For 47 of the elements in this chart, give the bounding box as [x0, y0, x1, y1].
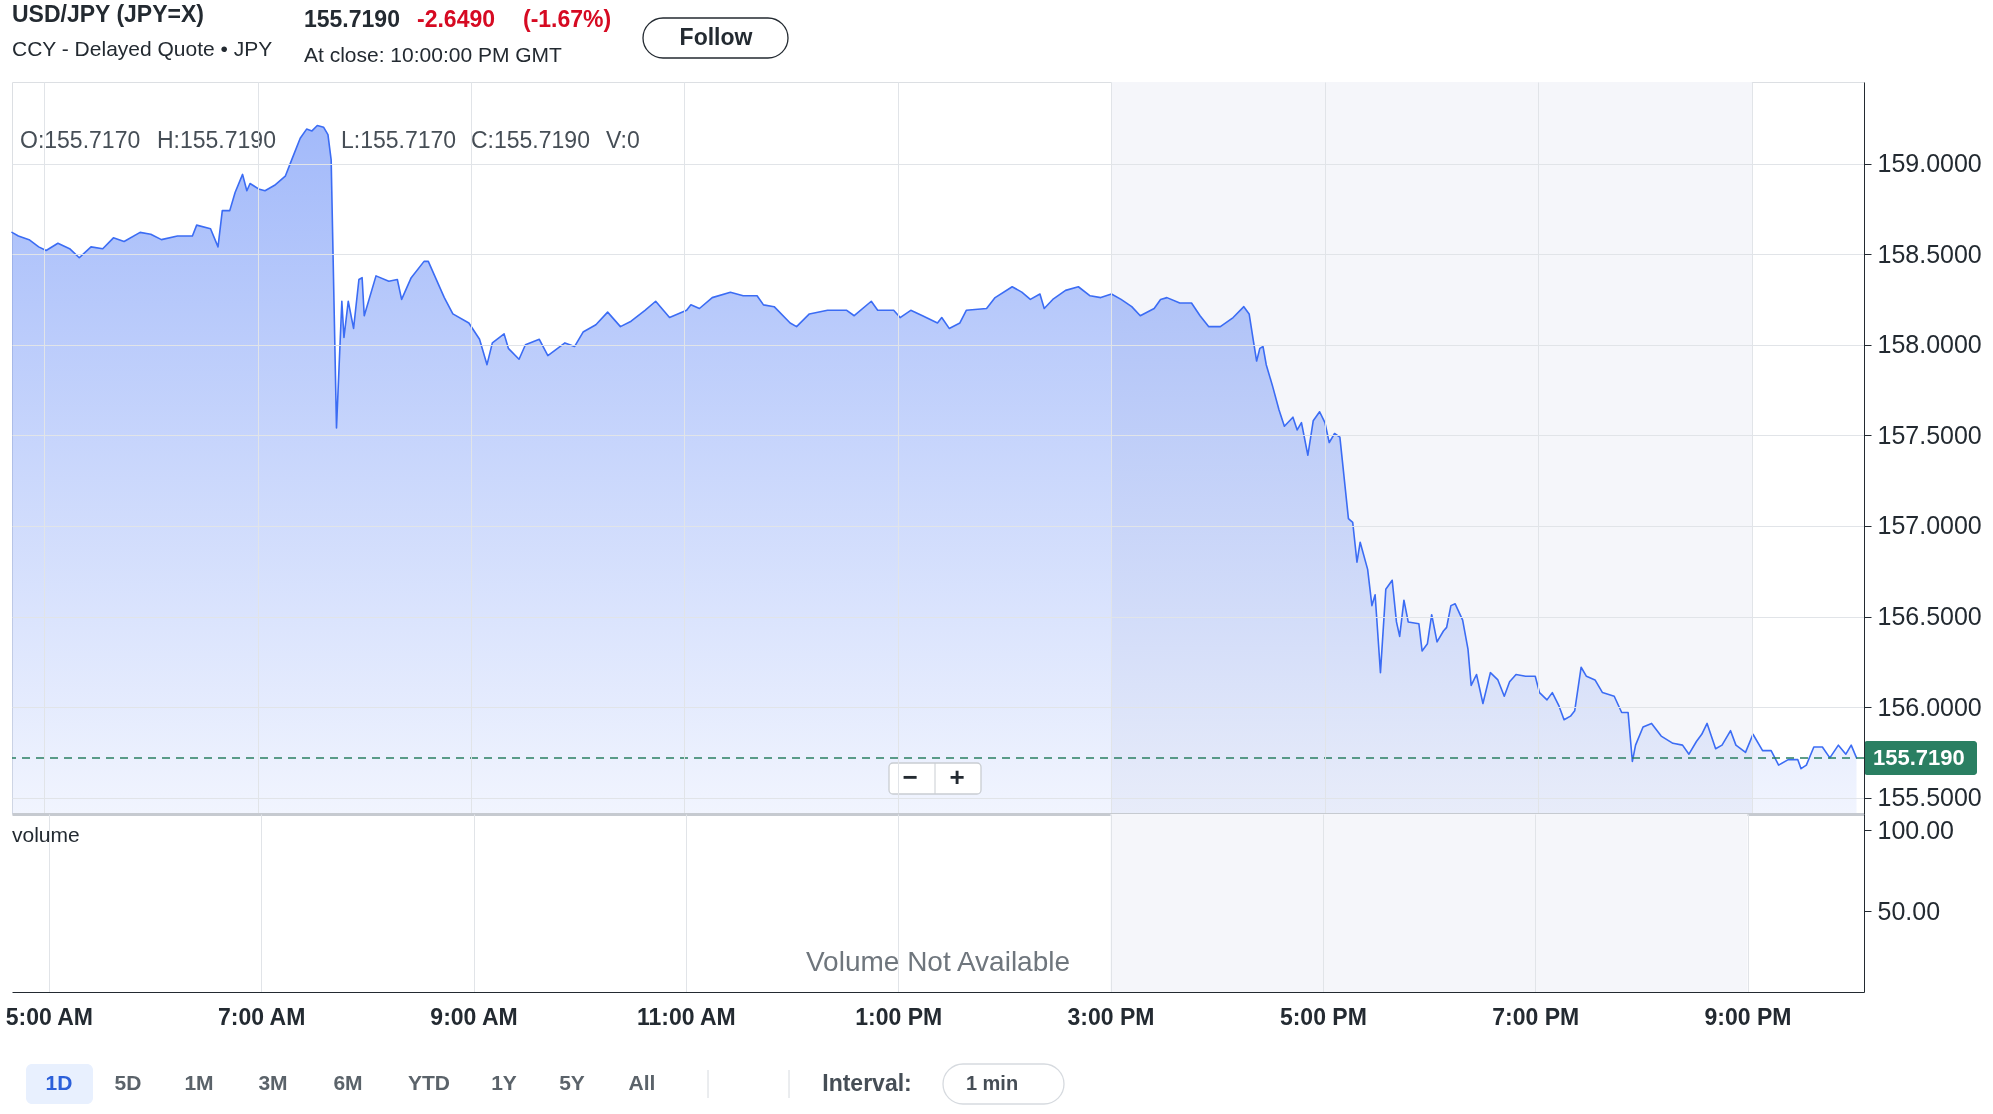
y-tick-label: 156.0000 [1877, 692, 1982, 721]
chart-title: volume [12, 823, 80, 846]
text: 1M [184, 1071, 214, 1094]
annotation: L:155.7170 [341, 127, 457, 153]
y-tick-label: 158.5000 [1877, 239, 1982, 268]
y-tick-label: 159.0000 [1877, 149, 1982, 178]
x-tick-label: 5:00 PM [1279, 1003, 1367, 1030]
y-tick-label: 100.00 [1877, 815, 1954, 844]
annotation: O:155.7170 [20, 127, 141, 153]
chart-title: USD/JPY (JPY=X) [12, 1, 204, 27]
annotation: V:0 [606, 127, 640, 153]
text: 5D [114, 1071, 142, 1094]
text: -2.6490 [417, 6, 496, 32]
annotation: + [949, 762, 965, 792]
y-tick-label: 157.0000 [1877, 511, 1982, 540]
chart-subtitle: CCY - Delayed Quote • JPY [12, 37, 273, 60]
x-tick-label: 7:00 AM [218, 1003, 306, 1030]
x-tick-label: 1:00 PM [855, 1003, 943, 1030]
x-tick-label: 9:00 AM [430, 1003, 518, 1030]
text: Follow [679, 24, 753, 50]
text: 155.7190 [304, 6, 400, 32]
y-tick-label: 158.0000 [1877, 330, 1982, 359]
text: (-1.67%) [523, 6, 612, 32]
annotation: C:155.7190 [471, 127, 590, 153]
annotation: Volume Not Available [805, 946, 1071, 977]
ref-line-label: 155.7190 [1873, 745, 1965, 771]
text: All [628, 1071, 656, 1094]
x-tick-label: 11:00 AM [636, 1003, 736, 1030]
y-tick-label: 156.5000 [1877, 602, 1982, 630]
annotation: − [902, 762, 918, 792]
text: 5Y [559, 1071, 585, 1094]
text: 3M [258, 1071, 288, 1094]
text: At close: 10:00:00 PM GMT [304, 43, 563, 66]
x-tick-label: 7:00 PM [1492, 1003, 1580, 1030]
y-tick-label: 50.00 [1877, 896, 1941, 925]
text: YTD [408, 1071, 450, 1094]
annotation: H:155.7190 [157, 127, 276, 153]
text: 1Y [491, 1071, 517, 1094]
x-tick-label: 9:00 PM [1704, 1003, 1792, 1030]
x-tick-label: 5:00 AM [5, 1003, 94, 1030]
text: 6M [333, 1071, 363, 1094]
text: 1 min [965, 1072, 1019, 1094]
text: Interval: [822, 1070, 912, 1096]
text: 1D [45, 1071, 73, 1094]
y-tick-label: 155.5000 [1877, 783, 1982, 812]
y-tick-label: 157.5000 [1877, 420, 1982, 449]
x-tick-label: 3:00 PM [1067, 1003, 1155, 1030]
